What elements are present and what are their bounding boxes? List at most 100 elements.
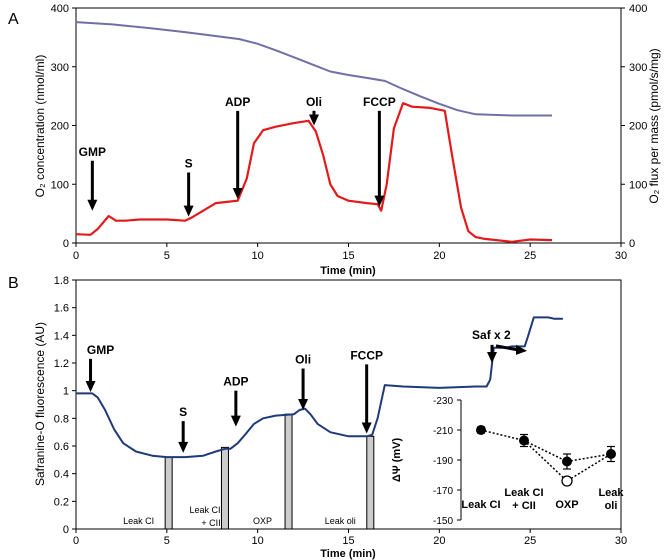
panel-a-annotation-0-arrow-head: [87, 199, 98, 211]
inset-chart: -230 -210 -190 -170 -150 ΔΨ (mV) Leak CI Leak…: [391, 396, 624, 527]
panel-b-annotation-2-arrow-head: [230, 415, 241, 427]
panel-b-annotation-0-arrow-head: [85, 381, 96, 393]
panel-a-annotation-label: S: [185, 157, 193, 171]
panel-a: A 0 5 10 15 20 25 30 0 100 200 300 400 0 100 200 300 4…: [8, 3, 661, 277]
inset-y-tick-label: -210: [433, 426, 453, 437]
panel-a-annotation-2-arrow-head: [232, 187, 243, 199]
panel-a-y2-tick-label: 0: [629, 238, 635, 250]
panel-b-label: B: [8, 275, 19, 292]
panel-b-y-tick-label: 1.8: [54, 275, 69, 287]
panel-a-x-ticks: 0 5 10 15 20 25 30: [73, 243, 627, 262]
panel-a-y-axis-label: O₂ concentration (nmol/ml): [33, 55, 47, 198]
panel-b-annotation-label: ADP: [223, 375, 248, 389]
panel-b-x-axis-label: Time (min): [320, 548, 376, 560]
panel-a-x-tick-label: 15: [342, 250, 354, 262]
inset-y-tick-label: -190: [433, 456, 453, 467]
panel-b: B 0 5 10 15 20 25 30 0 0.2 0.4 0.6 0.8 1 1.2 1.4 1.6 1.…: [8, 275, 627, 560]
panel-a-annotation-label: FCCP: [363, 95, 396, 109]
panel-b-bar: [220, 446, 229, 530]
panel-b-y-tick-label: 0.2: [54, 496, 69, 508]
panel-b-annotation-5-arrow2-head: [516, 344, 528, 355]
panel-b-y-tick-label: 1.4: [54, 330, 69, 342]
panel-b-bar-label: Leak CI: [189, 505, 220, 515]
panel-a-annotations: GMP S ADP Oli FCCP: [79, 95, 396, 217]
panel-a-annotation-label: ADP: [225, 95, 250, 109]
panel-a-y-ticks: 0 100 200 300 400: [51, 3, 76, 250]
inset-category-label: Leak: [598, 487, 624, 499]
panel-a-y2-ticks: 0 100 200 300 400: [621, 3, 647, 250]
panel-a-x-tick-label: 0: [73, 250, 79, 262]
panel-a-y-tick-label: 400: [51, 3, 69, 15]
panel-b-x-tick-label: 20: [433, 535, 445, 547]
panel-a-x-tick-label: 5: [164, 250, 170, 262]
panel-b-x-tick-label: 0: [73, 535, 79, 547]
inset-open-point: [561, 475, 573, 487]
panel-a-annotation-label: Oli: [306, 95, 322, 109]
panel-a-y-tick-label: 300: [51, 62, 69, 74]
panel-b-y-tick-label: 0.6: [54, 441, 69, 453]
inset-category-label: oli: [605, 500, 618, 512]
inset-y-axis-label: ΔΨ (mV): [391, 438, 403, 483]
panel-a-label: A: [8, 11, 19, 28]
panel-b-annotation-1-arrow-head: [178, 441, 189, 453]
panel-a-x-tick-label: 25: [524, 250, 536, 262]
panel-a-x-tick-label: 10: [252, 250, 264, 262]
panel-b-bar-label: Leak CI: [123, 516, 154, 526]
panel-b-y-tick-label: 1: [63, 386, 69, 398]
panel-b-annotation-label: Saf x 2: [472, 328, 511, 342]
o2-concentration-line: [75, 21, 552, 117]
panel-a-y-tick-label: 100: [51, 179, 69, 191]
panel-a-y2-axis-label: O₂ flux per mass (pmol/s/mg): [647, 48, 661, 203]
panel-a-annotation-1-arrow-head: [183, 205, 194, 217]
panel-a-x-axis-label: Time (min): [320, 265, 376, 277]
panel-b-x-tick-label: 10: [252, 535, 264, 547]
o2-flux-line: [75, 102, 553, 243]
panel-b-annotation-label: FCCP: [350, 348, 383, 362]
panel-a-x-tick-label: 20: [433, 250, 445, 262]
panel-a-series: [75, 21, 553, 243]
inset-filled-point: [562, 456, 572, 467]
panel-b-bar: [366, 435, 375, 530]
inset-filled-point: [476, 425, 486, 435]
panel-b-y-tick-label: 0: [63, 524, 69, 536]
inset-y-tick-label: -170: [433, 486, 453, 497]
panel-b-bar-label: Leak oli: [325, 516, 356, 526]
panel-b-x-tick-label: 25: [524, 535, 536, 547]
inset-category-label: Leak CI: [461, 499, 500, 511]
panel-b-bar: [164, 456, 173, 530]
panel-b-x-tick-label: 15: [342, 535, 354, 547]
panel-b-annotation-5-arrow-head: [487, 352, 498, 363]
panel-b-x-tick-label: 5: [164, 535, 170, 547]
inset-lines: [480, 429, 612, 482]
panel-b-x-ticks: 0 5 10 15 20 25 30: [73, 529, 627, 547]
panel-b-y-tick-label: 1.6: [54, 303, 69, 315]
panel-a-x-tick-label: 30: [615, 250, 627, 262]
panel-a-annotation-label: GMP: [79, 145, 106, 159]
panel-a-y2-tick-label: 400: [629, 3, 647, 15]
panel-a-y2-tick-label: 100: [629, 179, 647, 191]
panel-b-bar-label: OXP: [253, 516, 272, 526]
panel-b-annotations: GMP S ADP Oli FCCP Saf x 2: [85, 328, 528, 453]
panel-a-y2-tick-label: 200: [629, 121, 647, 133]
panel-b-annotation-4-arrow-head: [361, 422, 372, 434]
inset-open-connector: [523, 439, 612, 482]
inset-y-ticks: -230 -210 -190 -170 -150: [433, 396, 461, 527]
panel-b-bar: [284, 413, 293, 530]
inset-filled-point: [606, 449, 616, 459]
inset-category-label: OXP: [555, 499, 578, 511]
panel-b-y-axis-label: Safranine-O fluorescence (AU): [33, 322, 47, 486]
panel-a-y-tick-label: 200: [51, 121, 69, 133]
panel-b-bar-label: + CII: [201, 518, 220, 528]
panel-b-y-ticks: 0 0.2 0.4 0.6 0.8 1 1.2 1.4 1.6 1.8: [54, 275, 76, 536]
inset-filled-connector: [480, 429, 612, 463]
panel-b-y-tick-label: 1.2: [54, 358, 69, 370]
panel-b-annotation-3-arrow-head: [298, 399, 309, 411]
panel-a-annotation-4-arrow-head: [374, 195, 385, 207]
panel-b-annotation-5-arrow2-shaft: [495, 344, 519, 352]
inset-y-tick-label: -150: [433, 516, 453, 527]
panel-b-x-tick-label: 30: [615, 535, 627, 547]
panel-b-y-tick-label: 0.8: [54, 413, 69, 425]
inset-category-label: Leak CI: [504, 487, 543, 499]
